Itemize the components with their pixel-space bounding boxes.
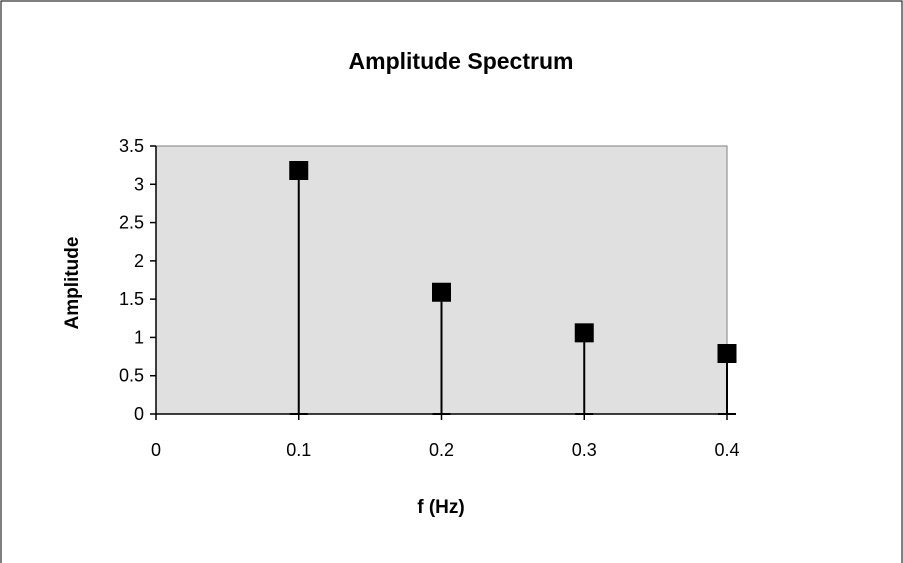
y-tick-label: 1.5 [119, 289, 144, 309]
data-series [289, 161, 737, 415]
x-tick-label: 0.1 [286, 440, 311, 460]
x-tick-label: 0.2 [429, 440, 454, 460]
x-axis-title: f (Hz) [417, 497, 464, 518]
data-point [717, 344, 737, 364]
y-tick-label: 1 [134, 327, 144, 347]
y-tick-label: 0 [134, 404, 144, 424]
y-tick-label: 3.5 [119, 136, 144, 156]
y-axis-ticks: 0 0.5 1 1.5 2 2.5 3 3.5 [119, 136, 156, 424]
data-point [432, 282, 451, 302]
x-tick-label: 0.3 [572, 440, 597, 460]
x-tick-label: 0 [151, 440, 161, 460]
data-point [574, 323, 594, 343]
x-tick-label: 0.4 [714, 440, 739, 460]
y-tick-label: 2 [134, 251, 144, 271]
y-tick-label: 0.5 [119, 366, 144, 386]
y-axis-title: Amplitude [62, 237, 83, 330]
data-point [289, 161, 309, 181]
chart-title: Amplitude Spectrum [349, 48, 574, 74]
y-tick-label: 2.5 [119, 213, 144, 233]
x-axis-ticks: 0 0.1 0.2 0.3 0.4 [151, 414, 740, 460]
y-tick-label: 3 [134, 174, 144, 194]
